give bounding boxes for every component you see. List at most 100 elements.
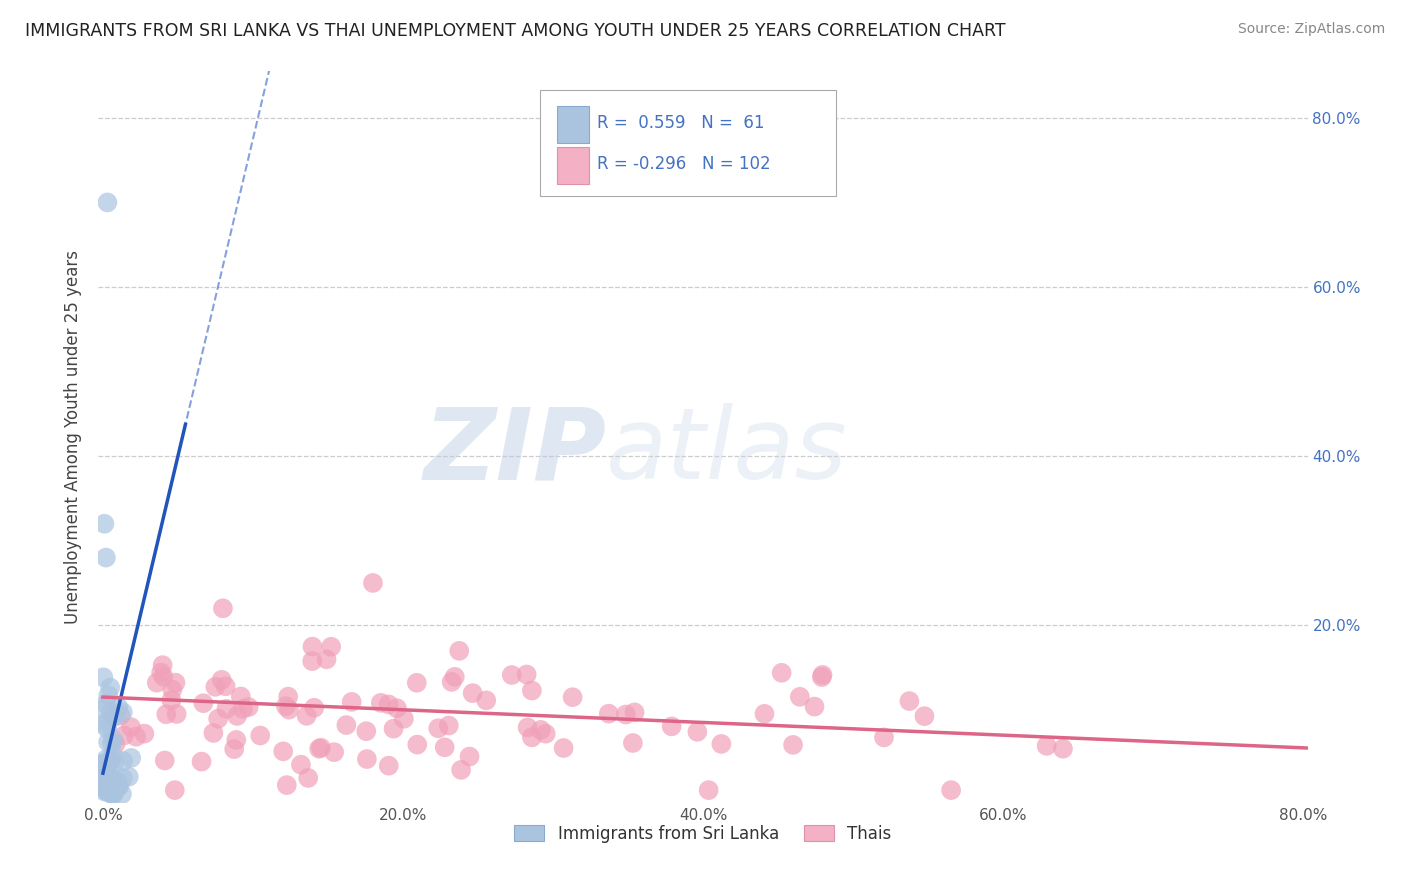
Point [301, 640, 323, 654]
Point [229, 690, 252, 704]
Point [98, 755, 121, 769]
Point [278, 703, 301, 717]
Point [520, 683, 543, 698]
Point [100, 752, 122, 766]
Text: Source: ZipAtlas.com: Source: ZipAtlas.com [1237, 22, 1385, 37]
Point [97, 756, 120, 770]
Point [103, 780, 125, 795]
Point [686, 724, 709, 739]
Point [97, 688, 120, 702]
Point [107, 780, 129, 794]
Point [340, 695, 363, 709]
Point [1052, 741, 1074, 756]
Point [101, 787, 124, 801]
Point [134, 726, 156, 740]
Point [661, 719, 683, 733]
Point [427, 721, 450, 735]
Point [475, 693, 498, 707]
Point [516, 667, 538, 681]
Point [93, 516, 115, 531]
Point [1035, 739, 1057, 753]
Point [120, 720, 142, 734]
Point [789, 690, 811, 704]
Point [104, 737, 127, 751]
Point [274, 699, 297, 714]
Point [93, 670, 115, 684]
Point [94, 763, 117, 777]
Point [361, 576, 384, 591]
Point [96, 756, 118, 770]
Point [461, 686, 484, 700]
Point [93, 773, 115, 788]
Point [96, 752, 118, 766]
Point [803, 699, 825, 714]
Text: atlas: atlas [606, 403, 848, 500]
Point [810, 670, 832, 684]
Point [112, 728, 135, 742]
Point [598, 706, 620, 721]
Point [145, 675, 167, 690]
Point [93, 784, 115, 798]
Point [912, 709, 935, 723]
Point [406, 738, 429, 752]
Point [335, 718, 357, 732]
Point [207, 712, 229, 726]
Point [97, 785, 120, 799]
Point [165, 675, 187, 690]
Point [277, 690, 299, 704]
Point [315, 652, 337, 666]
Point [297, 771, 319, 785]
Point [104, 783, 127, 797]
Point [450, 763, 472, 777]
Point [433, 740, 456, 755]
Point [271, 744, 294, 758]
Text: R = -0.296   N = 102: R = -0.296 N = 102 [596, 155, 770, 173]
Point [162, 682, 184, 697]
Point [516, 720, 538, 734]
Point [873, 731, 896, 745]
Point [93, 702, 115, 716]
Point [224, 742, 246, 756]
Point [101, 787, 124, 801]
Y-axis label: Unemployment Among Youth under 25 years: Unemployment Among Youth under 25 years [65, 250, 83, 624]
Point [112, 754, 135, 768]
Point [238, 700, 260, 714]
Legend: Immigrants from Sri Lanka, Thais: Immigrants from Sri Lanka, Thais [508, 818, 898, 849]
Point [100, 705, 122, 719]
Point [202, 726, 225, 740]
Point [530, 723, 553, 737]
Point [101, 771, 124, 785]
Point [103, 787, 125, 801]
Point [93, 777, 115, 791]
Point [939, 783, 962, 797]
Point [356, 752, 378, 766]
Point [98, 681, 121, 695]
Point [440, 674, 463, 689]
Point [97, 735, 120, 749]
Point [370, 696, 392, 710]
Point [193, 696, 215, 710]
Point [898, 694, 921, 708]
Point [97, 714, 120, 728]
Point [443, 670, 465, 684]
Point [111, 772, 134, 786]
Point [97, 770, 120, 784]
FancyBboxPatch shape [557, 147, 589, 184]
Point [152, 658, 174, 673]
Point [211, 673, 233, 687]
Point [97, 785, 120, 799]
Point [501, 668, 523, 682]
Point [93, 775, 115, 789]
Point [94, 550, 117, 565]
Point [125, 730, 148, 744]
Text: IMMIGRANTS FROM SRI LANKA VS THAI UNEMPLOYMENT AMONG YOUTH UNDER 25 YEARS CORREL: IMMIGRANTS FROM SRI LANKA VS THAI UNEMPL… [25, 22, 1005, 40]
Point [561, 690, 583, 705]
Point [107, 700, 129, 714]
Point [811, 668, 834, 682]
Point [782, 738, 804, 752]
Point [377, 758, 399, 772]
Point [301, 654, 323, 668]
Point [382, 722, 405, 736]
Point [309, 740, 332, 755]
Point [276, 778, 298, 792]
